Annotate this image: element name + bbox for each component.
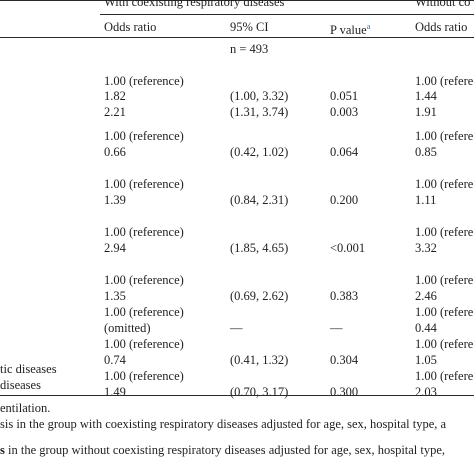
cell-odds-ratio: 1.35 (104, 289, 126, 303)
cell-odds-ratio: 1.00 (reference) (104, 369, 184, 383)
cell-ci: (0.70, 3.17) (230, 385, 289, 399)
cell-odds-ratio-2: 1.00 (refere (415, 225, 474, 239)
cell-odds-ratio-2: 1.00 (refere (415, 305, 474, 319)
cell-p-value: 0.300 (330, 385, 359, 399)
cell-odds-ratio-2: 1.91 (415, 105, 437, 119)
row-label-dis: diseases (0, 378, 41, 392)
cell-odds-ratio: (omitted) (104, 321, 151, 335)
col-header-rule (0, 37, 474, 38)
cell-p-value: 0.051 (330, 89, 359, 103)
sample-size: n = 493 (230, 42, 269, 56)
cell-ci: (0.69, 2.62) (230, 289, 289, 303)
cell-odds-ratio-2: 1.00 (refere (415, 273, 474, 287)
p-value-footnote-marker: a (366, 22, 371, 31)
cell-odds-ratio: 0.74 (104, 353, 126, 367)
cell-p-value: 0.003 (330, 105, 359, 119)
cell-odds-ratio-2: 1.00 (refere (415, 369, 474, 383)
col-header-odds-ratio: Odds ratio (104, 20, 157, 34)
cell-odds-ratio: 1.00 (reference) (104, 177, 184, 191)
cell-odds-ratio: 2.21 (104, 105, 126, 119)
cell-p-value: <0.001 (330, 241, 366, 255)
group-header-without: Without co (415, 0, 471, 9)
cell-odds-ratio-2: 1.00 (refere (415, 177, 474, 191)
group-header-with: With coexisting respiratory diseases (104, 0, 285, 9)
cell-odds-ratio-2: 2.46 (415, 289, 437, 303)
cell-ci: — (230, 321, 243, 335)
cell-odds-ratio: 1.82 (104, 89, 126, 103)
cell-odds-ratio: 1.00 (reference) (104, 225, 184, 239)
footnote-2: sis in the group with coexisting respira… (0, 417, 447, 431)
col-header-ci: 95% CI (230, 20, 269, 34)
cell-odds-ratio-2: 2.03 (415, 385, 437, 399)
cell-p-value: 0.064 (330, 145, 359, 159)
cell-ci: (0.42, 1.02) (230, 145, 289, 159)
footnote-1: entilation. (0, 401, 51, 415)
cell-ci: (0.41, 1.32) (230, 353, 289, 367)
cell-odds-ratio-2: 1.05 (415, 353, 437, 367)
cell-odds-ratio-2: 3.32 (415, 241, 437, 255)
table-bottom-rule (0, 395, 474, 396)
group-header-rule (100, 14, 474, 15)
table-top-rule (0, 0, 474, 1)
cell-p-value: 0.304 (330, 353, 359, 367)
cell-ci: (1.31, 3.74) (230, 105, 289, 119)
col-header-odds-ratio-2: Odds ratio (415, 20, 468, 34)
cell-odds-ratio-2: 1.00 (refere (415, 337, 474, 351)
cell-odds-ratio-2: 1.00 (refere (415, 74, 474, 88)
cell-odds-ratio-2: 1.44 (415, 89, 437, 103)
cell-odds-ratio: 1.39 (104, 193, 126, 207)
cell-ci: (1.85, 4.65) (230, 241, 289, 255)
cell-odds-ratio: 1.00 (reference) (104, 337, 184, 351)
footnote-3: s in the group without coexisting respir… (0, 443, 446, 457)
cell-odds-ratio-2: 1.11 (415, 193, 437, 207)
cell-odds-ratio: 1.49 (104, 385, 126, 399)
row-label-tic: tic diseases (0, 362, 57, 376)
cell-odds-ratio-2: 0.85 (415, 145, 437, 159)
cell-p-value: 0.200 (330, 193, 359, 207)
cell-ci: (0.84, 2.31) (230, 193, 289, 207)
cell-odds-ratio: 1.00 (reference) (104, 273, 184, 287)
cell-odds-ratio: 0.66 (104, 145, 126, 159)
cell-p-value: — (330, 321, 343, 335)
cell-odds-ratio: 1.00 (reference) (104, 74, 184, 88)
cell-odds-ratio: 1.00 (reference) (104, 305, 184, 319)
col-header-p-value: P valuea (330, 22, 371, 38)
cell-p-value: 0.383 (330, 289, 359, 303)
cell-odds-ratio: 1.00 (reference) (104, 129, 184, 143)
cell-ci: (1.00, 3.32) (230, 89, 289, 103)
cell-odds-ratio: 2.94 (104, 241, 126, 255)
cell-odds-ratio-2: 1.00 (refere (415, 129, 474, 143)
cell-odds-ratio-2: 0.44 (415, 321, 437, 335)
